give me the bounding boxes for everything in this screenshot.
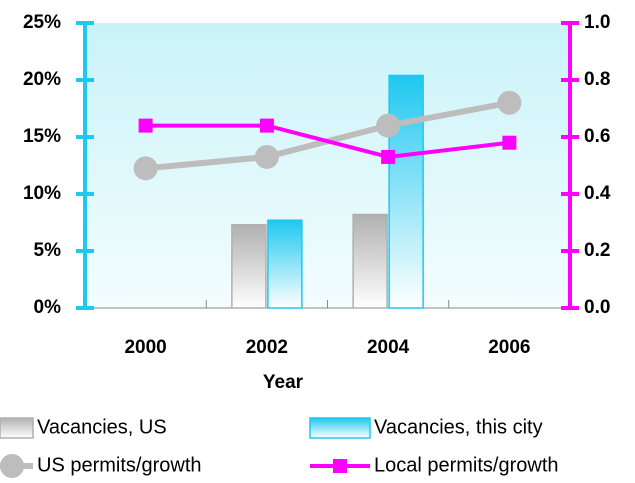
bar <box>267 219 303 309</box>
bar <box>352 213 388 309</box>
y2-tick-label: 0.2 <box>584 240 610 261</box>
line-marker <box>0 454 24 478</box>
y2-tick-label: 0.0 <box>584 297 610 318</box>
line-marker <box>502 135 517 150</box>
y-tick-label: 10% <box>23 183 61 204</box>
legend-label: Vacancies, US <box>37 416 167 438</box>
bar <box>231 224 267 309</box>
x-tick-label: 2002 <box>246 337 288 358</box>
bar <box>388 74 424 309</box>
y-tick-label: 20% <box>23 69 61 90</box>
line-marker <box>259 118 274 133</box>
line-marker <box>497 90 522 115</box>
legend-label: Vacancies, this city <box>374 416 543 438</box>
legend-swatch <box>0 417 34 439</box>
x-axis-title: Year <box>263 372 304 393</box>
y-tick-label: 0% <box>34 297 62 318</box>
legend-swatch <box>309 417 371 439</box>
line-marker <box>376 113 401 138</box>
y2-tick-label: 0.4 <box>584 183 611 204</box>
line-marker <box>138 118 153 133</box>
line-marker <box>133 156 158 181</box>
y2-tick-label: 0.6 <box>584 126 610 147</box>
y-tick-label: 5% <box>34 240 62 261</box>
line-marker <box>254 144 279 169</box>
series-line <box>145 123 510 159</box>
x-tick-label: 2006 <box>488 337 530 358</box>
line-marker <box>381 149 396 164</box>
legend-label: Local permits/growth <box>374 454 559 476</box>
line-marker <box>333 459 347 473</box>
y2-tick-label: 1.0 <box>584 12 610 33</box>
x-tick-label: 2004 <box>367 337 410 358</box>
legend-label: US permits/growth <box>37 454 202 476</box>
x-tick-label: 2000 <box>124 337 166 358</box>
y-tick-label: 25% <box>23 12 61 33</box>
y-tick-label: 15% <box>23 126 61 147</box>
y2-tick-label: 0.8 <box>584 69 610 90</box>
